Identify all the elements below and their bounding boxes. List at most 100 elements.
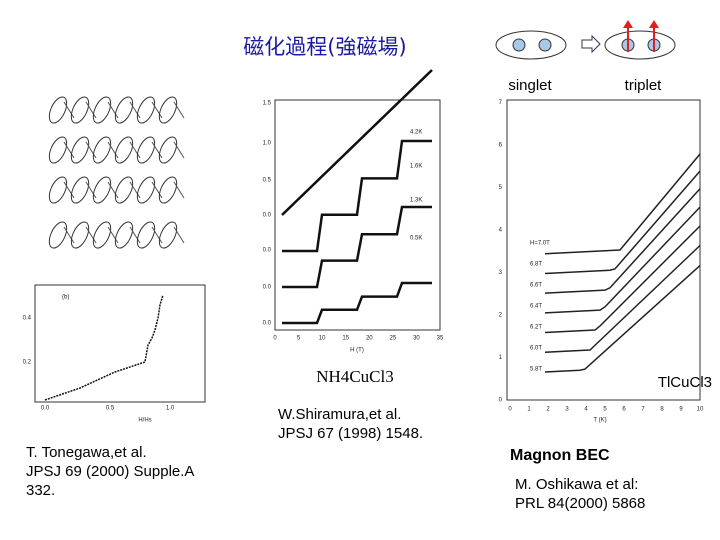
x-tick-label: 10 (697, 407, 704, 413)
field-label: 5.8T (530, 367, 542, 373)
bond (63, 181, 75, 199)
panel-label: (b) (62, 295, 69, 301)
curve-label: 1.3K (410, 198, 422, 204)
y-tick-label: 0.5 (263, 178, 272, 184)
x-tick-label: 6 (622, 407, 626, 413)
y-tick-label: 0 (499, 398, 503, 404)
bond (129, 101, 141, 119)
compound-formula: NH4CuCl3 (316, 367, 393, 386)
dimer (48, 221, 68, 249)
x-tick-label: 10 (319, 336, 326, 342)
dimer (48, 176, 68, 204)
dimer (92, 176, 112, 204)
curve-label: 0.5K (410, 236, 422, 242)
bond (63, 226, 75, 244)
x-tick-label: 9 (679, 407, 683, 413)
x-tick-label: 7 (641, 407, 645, 413)
dimer (92, 136, 112, 164)
dimer (158, 176, 178, 204)
y-tick-label: 0.0 (263, 213, 272, 219)
x-axis-label: H/Hs (138, 418, 151, 424)
compound-label: TlCuCl3 (658, 374, 712, 391)
bond (129, 226, 141, 244)
dimer (114, 96, 134, 124)
bond (173, 101, 185, 119)
dimer (158, 221, 178, 249)
x-tick-label: 5 (603, 407, 607, 413)
dimer (70, 176, 90, 204)
curve (544, 265, 701, 373)
x-tick-label: 20 (366, 336, 373, 342)
x-tick-label: 0.5 (106, 406, 115, 412)
y-tick-label: 0.0 (263, 321, 272, 327)
bond (107, 141, 119, 159)
dimer (136, 136, 156, 164)
singlet-label: singlet (508, 77, 552, 94)
chain-diagram (48, 96, 185, 249)
caption: PRL 84(2000) 5868 (515, 495, 645, 512)
bond (129, 181, 141, 199)
field-label: H=7.0T (530, 241, 550, 247)
dimer (114, 176, 134, 204)
caption: JPSJ 67 (1998) 1548. (278, 425, 423, 442)
curve (544, 170, 701, 275)
y-tick-label: 1 (499, 355, 503, 361)
caption: M. Oshikawa et al: (515, 476, 638, 493)
x-tick-label: 15 (342, 336, 349, 342)
field-label: 6.2T (530, 325, 542, 331)
curve (544, 244, 701, 353)
bond (85, 181, 97, 199)
dimer (48, 96, 68, 124)
curve (282, 139, 432, 253)
bond (63, 141, 75, 159)
bond (63, 101, 75, 119)
dimer (48, 136, 68, 164)
bond (85, 226, 97, 244)
bond (151, 181, 163, 199)
spin-diagram (495, 20, 676, 60)
dimer (158, 136, 178, 164)
dimer (136, 96, 156, 124)
caption: 332. (26, 482, 55, 499)
bond (129, 141, 141, 159)
y-tick-label: 0.0 (263, 248, 272, 254)
middle-figure: 1.5 1.0 0.5 0.0 0.0 0.0 0.0 0 5 10 15 20 25 30 35 H (T)… (263, 69, 444, 354)
field-label: 6.6T (530, 283, 542, 289)
x-tick-label: 0.0 (41, 406, 50, 412)
bond (151, 141, 163, 159)
y-tick-label: 0.2 (23, 360, 32, 366)
curve (544, 153, 701, 255)
y-tick-label: 3 (499, 270, 503, 276)
caption: Magnon BEC (510, 447, 610, 464)
x-tick-label: 3 (565, 407, 569, 413)
y-tick-label: 1.5 (263, 101, 272, 107)
curve (544, 225, 701, 334)
y-tick-label: 4 (499, 228, 503, 234)
dimer (136, 221, 156, 249)
curve (281, 69, 433, 216)
field-label: 6.0T (530, 346, 542, 352)
x-axis-label: H (T) (350, 348, 364, 354)
dimer (70, 96, 90, 124)
y-tick-label: 6 (499, 143, 503, 149)
x-tick-label: 2 (546, 407, 550, 413)
x-tick-label: 8 (660, 407, 664, 413)
curve (544, 188, 701, 294)
dimer (70, 221, 90, 249)
curve (282, 205, 432, 289)
x-tick-label: 5 (297, 336, 301, 342)
dimer (114, 221, 134, 249)
dimer (92, 96, 112, 124)
x-tick-label: 0 (273, 336, 277, 342)
x-tick-label: 0 (508, 407, 512, 413)
bond (107, 226, 119, 244)
y-tick-label: 0.4 (23, 316, 32, 322)
left-figure: (b) 0.4 0.2 0.0 0.5 1.0 H/Hs (23, 284, 206, 424)
triplet-label: triplet (625, 77, 663, 94)
y-tick-label: 7 (499, 100, 503, 106)
bond (151, 101, 163, 119)
y-tick-label: 0.0 (263, 285, 272, 291)
bond (107, 101, 119, 119)
dimer (114, 136, 134, 164)
